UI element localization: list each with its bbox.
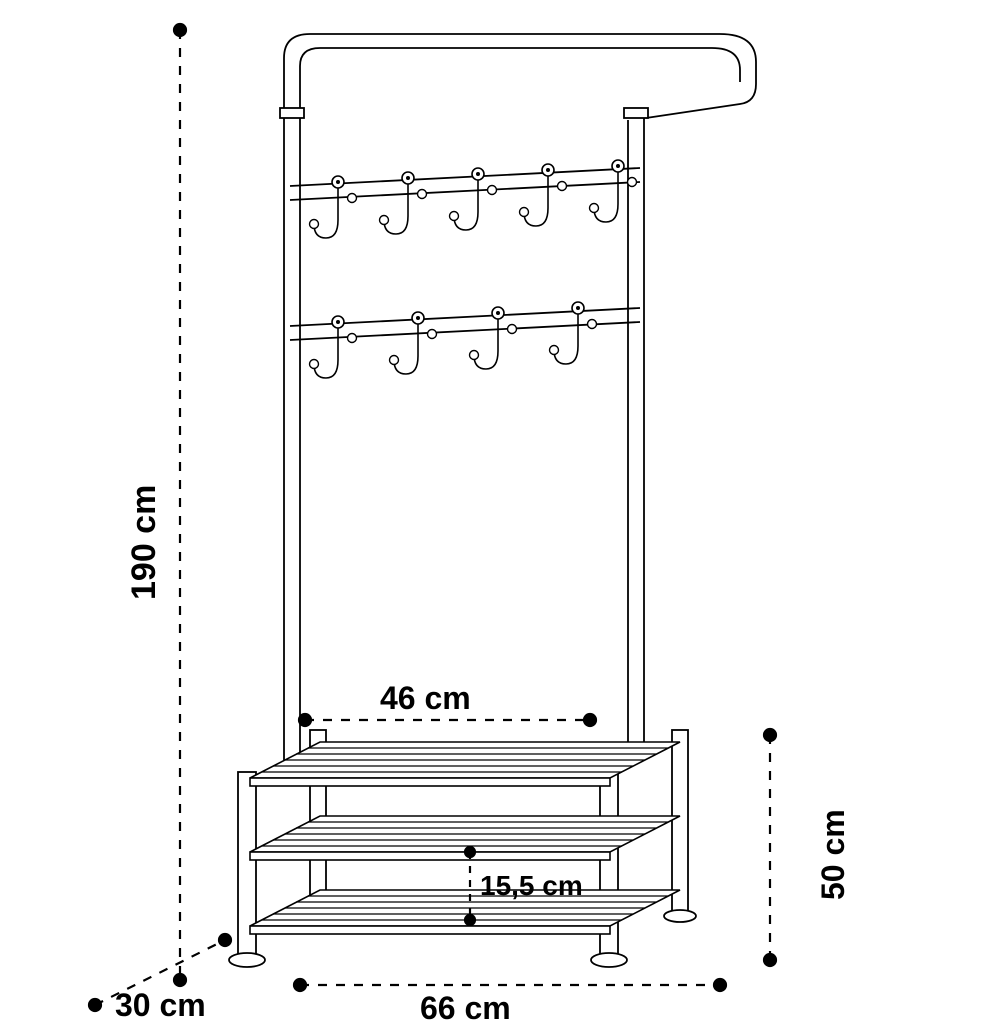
dim-height-total: 190 cm — [125, 485, 164, 600]
diagram-canvas: 190 cm 30 cm 66 cm 46 cm 50 cm 15,5 cm — [0, 0, 983, 1024]
shelves — [250, 742, 680, 934]
dim-shelf-height: 50 cm — [815, 809, 852, 900]
hooks-row-2 — [310, 302, 597, 378]
dim-shelf-gap: 15,5 cm — [480, 870, 583, 902]
dim-depth: 30 cm — [115, 987, 206, 1024]
dim-shelf-width: 46 cm — [380, 680, 471, 717]
hooks-row-1 — [310, 160, 637, 238]
dim-width-total: 66 cm — [420, 990, 511, 1027]
